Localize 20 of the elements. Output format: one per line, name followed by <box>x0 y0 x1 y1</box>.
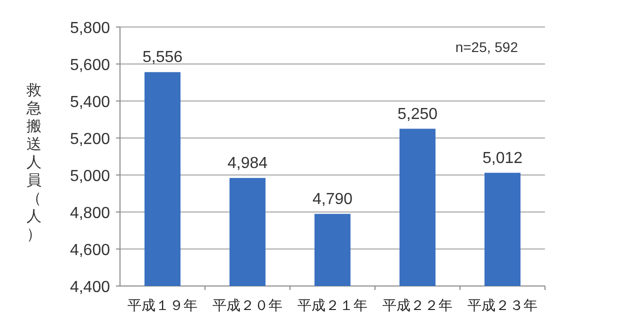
data-label: 5,012 <box>482 150 523 167</box>
text: 救急搬送人員（人） <box>26 82 42 243</box>
x-tick-label: 平成２１年 <box>298 297 368 313</box>
y-tick-label: 4,800 <box>70 205 110 222</box>
y-tick-label: 5,000 <box>70 168 110 185</box>
x-tick-label: 平成２３年 <box>468 297 538 313</box>
y-tick-label: 4,400 <box>70 279 110 296</box>
data-label: 5,250 <box>397 106 438 123</box>
data-label: 4,790 <box>312 190 353 208</box>
data-label: 4,984 <box>227 154 268 172</box>
y-tick-label: 5,800 <box>70 20 110 37</box>
data-label: 5,556 <box>142 49 183 66</box>
y-tick-label: 5,600 <box>70 57 110 74</box>
x-tick-label: 平成２０年 <box>212 297 282 313</box>
x-tick-label: 平成１９年 <box>128 297 198 313</box>
y-tick-label: 4,600 <box>70 242 110 259</box>
y-tick-label: 5,400 <box>70 94 110 111</box>
x-tick-label: 平成２２年 <box>382 297 452 313</box>
y-tick-label: 5,200 <box>70 131 110 148</box>
annotation: n=25, 592 <box>455 39 518 55</box>
